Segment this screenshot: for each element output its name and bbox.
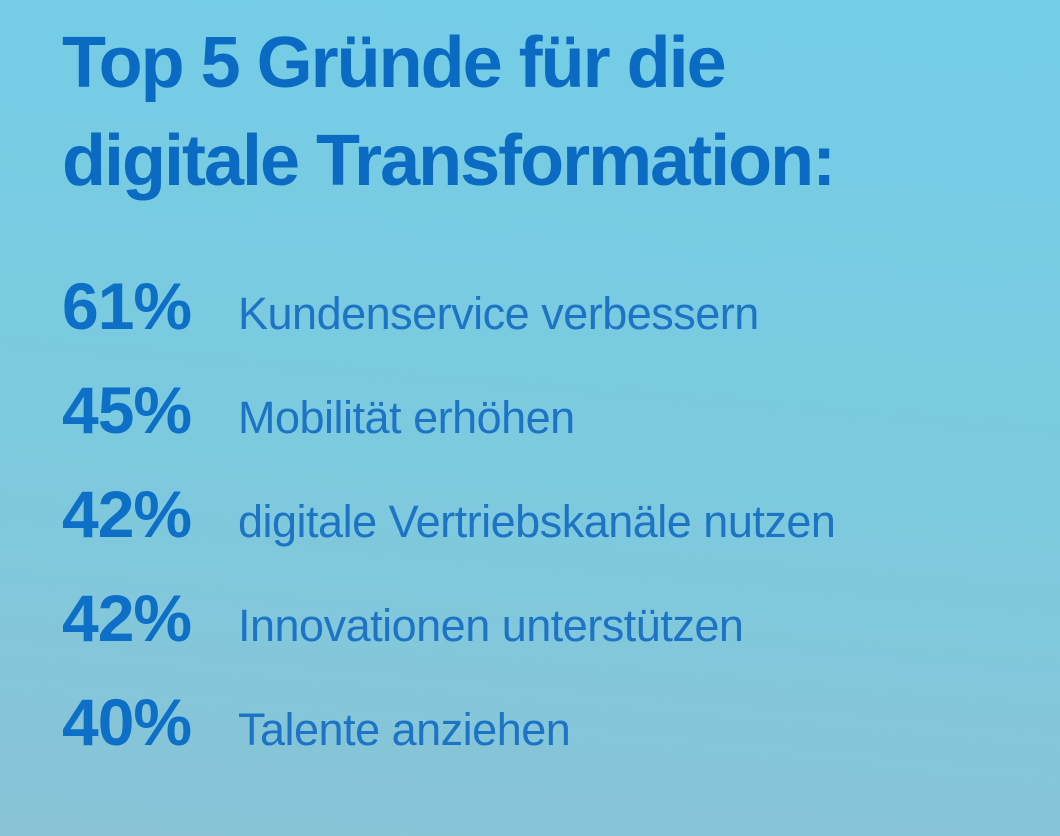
stat-label: Mobilität erhöhen [238, 392, 575, 443]
stat-label: Kundenservice verbessern [238, 288, 759, 339]
stat-label: Innovationen unterstützen [238, 600, 744, 651]
stat-value: 45% [62, 373, 192, 447]
stat-label: digitale Vertriebskanäle nutzen [238, 496, 836, 547]
stat-row-talente: 40% Talente anziehen [62, 684, 1060, 788]
stat-value: 42% [62, 581, 192, 655]
stat-row-kundenservice: 61% Kundenservice verbessern [62, 268, 1060, 372]
stat-list: 61% Kundenservice verbessern 45% Mobilit… [62, 268, 1060, 788]
stat-label: Talente anziehen [238, 704, 571, 755]
stat-row-vertriebskanaele: 42% digitale Vertriebskanäle nutzen [62, 476, 1060, 580]
stat-row-mobilitaet: 45% Mobilität erhöhen [62, 372, 1060, 476]
page-title: Top 5 Gründe für die digitale Transforma… [62, 14, 1060, 210]
page-title-line-2: digitale Transformation: [62, 121, 836, 201]
stat-row-innovationen: 42% Innovationen unterstützen [62, 580, 1060, 684]
stat-value: 42% [62, 477, 192, 551]
page-title-line-1: Top 5 Gründe für die [62, 23, 727, 103]
stat-value: 61% [62, 269, 192, 343]
stat-value: 40% [62, 685, 192, 759]
